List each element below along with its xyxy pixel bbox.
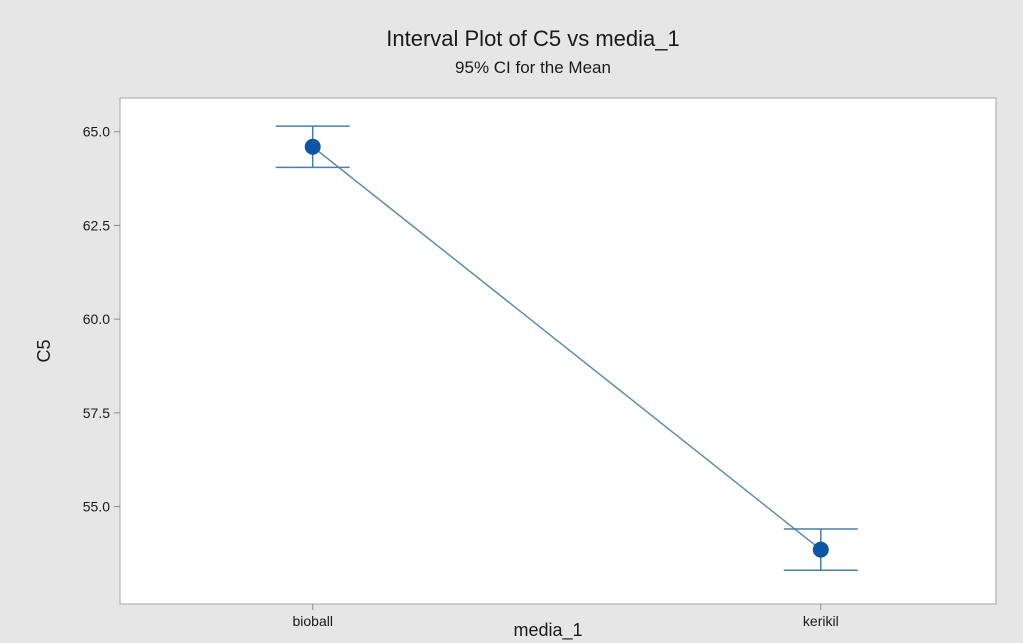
y-tick-label: 55.0 — [83, 499, 110, 515]
y-axis-label: C5 — [34, 339, 54, 362]
x-tick-label: kerikil — [803, 613, 839, 629]
plot-area — [119, 97, 997, 605]
y-tick-label: 65.0 — [83, 124, 110, 140]
x-axis-label: media_1 — [513, 620, 582, 641]
chart-title: Interval Plot of C5 vs media_1 — [386, 26, 679, 51]
y-tick-label: 57.5 — [83, 405, 110, 421]
y-tick-label: 62.5 — [83, 217, 110, 233]
mean-point — [304, 138, 321, 155]
mean-point — [812, 541, 829, 558]
x-tick-label: bioball — [292, 613, 332, 629]
chart-marks: 65.0 62.5 60.0 57.5 55.0 bioball kerikil — [83, 124, 858, 629]
chart-subtitle: 95% CI for the Mean — [455, 58, 611, 77]
y-tick-label: 60.0 — [83, 311, 110, 327]
mean-connect-line — [312, 146, 822, 551]
